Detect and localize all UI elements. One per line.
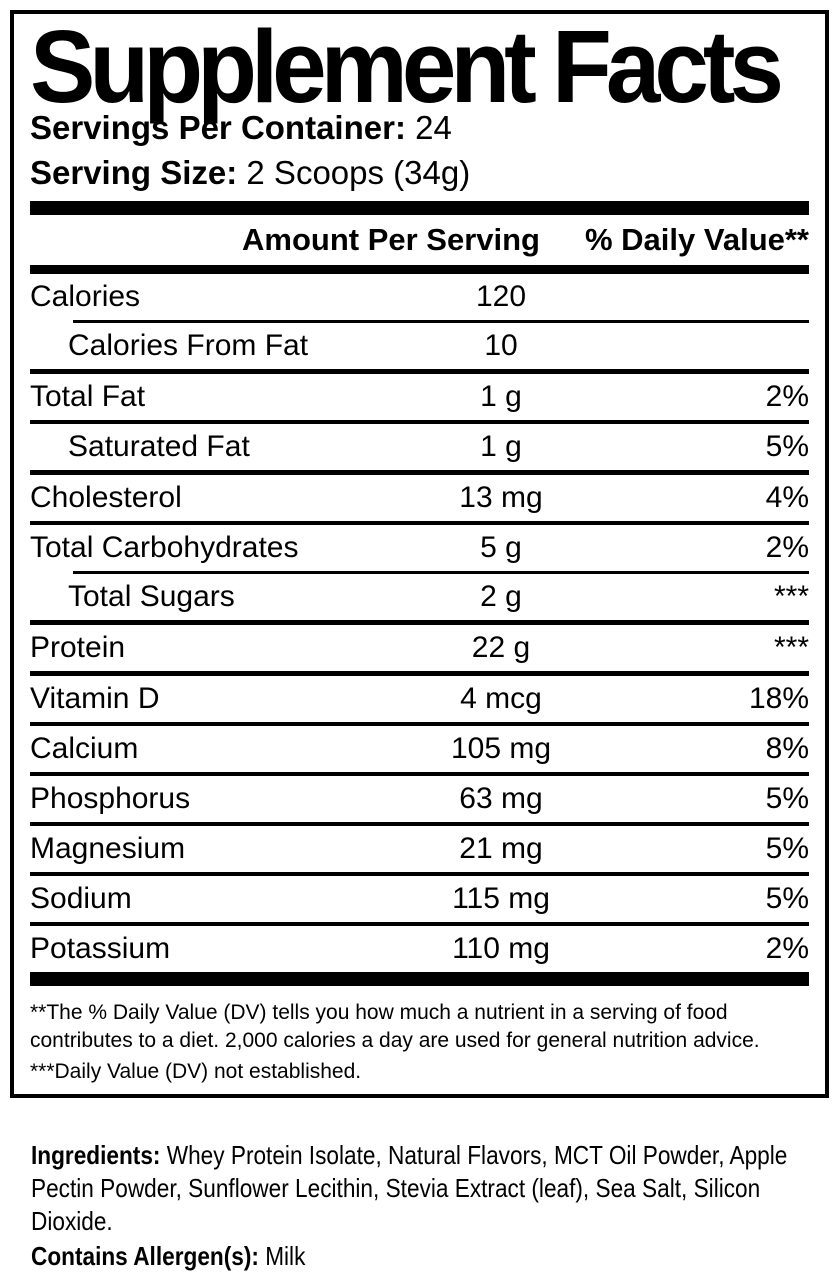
footnotes: **The % Daily Value (DV) tells you how m… [30, 999, 809, 1086]
table-row: Total Sugars 2 g *** [30, 574, 809, 620]
nutrient-amount: 105 mg [450, 732, 552, 765]
allergen-label: Contains Allergen(s): [31, 1241, 259, 1271]
table-row: Phosphorus 63 mg 5% [30, 776, 809, 822]
table-row: Calories From Fat 10 [30, 323, 809, 369]
table-row: Magnesium 21 mg 5% [30, 826, 809, 872]
ingredients-text: Whey Protein Isolate, Natural Flavors, M… [31, 1140, 788, 1236]
column-header-row: Amount Per Serving % Daily Value** [30, 215, 809, 265]
nutrient-amount: 2 g [480, 580, 522, 613]
nutrient-amount: 4 mcg [460, 682, 542, 715]
nutrient-name: Total Sugars [68, 580, 235, 613]
amount-per-serving-header: Amount Per Serving [242, 222, 540, 257]
nutrient-name: Calories From Fat [68, 329, 309, 362]
nutrient-dv: 2% [765, 932, 809, 965]
nutrient-name: Calcium [30, 732, 139, 765]
nutrient-table: Calories 120 Calories From Fat 10 Total Fat 1… [30, 274, 809, 972]
nutrient-name: Sodium [30, 882, 132, 915]
nutrient-amount: 63 mg [459, 782, 543, 815]
table-row: Calcium 105 mg 8% [30, 726, 809, 772]
nutrient-name: Phosphorus [30, 782, 191, 815]
nutrient-name: Protein [30, 631, 126, 664]
row-separator [30, 922, 809, 926]
row-separator [30, 620, 809, 625]
nutrient-dv: *** [773, 631, 809, 664]
nutrient-amount: 10 [484, 329, 518, 362]
nutrient-amount: 21 mg [459, 832, 543, 865]
row-separator [30, 822, 809, 826]
header-separator-bar [30, 201, 809, 215]
nutrient-amount: 120 [475, 280, 527, 313]
row-separator [30, 722, 809, 726]
nutrient-amount: 115 mg [452, 882, 550, 915]
ingredients-section: Ingredients: Whey Protein Isolate, Natur… [31, 1139, 817, 1273]
table-row: Cholesterol 13 mg 4% [30, 475, 809, 521]
nutrient-name: Vitamin D [30, 682, 160, 715]
table-row: Potassium 110 mg 2% [30, 926, 809, 972]
table-row: Vitamin D 4 mcg 18% [30, 676, 809, 722]
table-row: Saturated Fat 1 g 5% [30, 424, 809, 470]
nutrient-name: Calories [30, 280, 141, 313]
nutrient-amount: 5 g [480, 531, 522, 564]
nutrient-amount: 1 g [480, 430, 522, 463]
allergen-paragraph: Contains Allergen(s): Milk [31, 1240, 817, 1273]
panel-title: Supplement Facts [30, 8, 784, 124]
nutrient-dv: 5% [765, 832, 809, 865]
nutrient-name: Cholesterol [30, 481, 182, 514]
table-row: Protein 22 g *** [30, 625, 809, 671]
ingredients-paragraph: Ingredients: Whey Protein Isolate, Natur… [31, 1139, 817, 1238]
nutrient-amount: 110 mg [452, 932, 550, 965]
servings-per-container-line: Servings Per Container: 24 [30, 105, 809, 150]
nutrient-amount: 1 g [480, 380, 522, 413]
row-separator [30, 521, 809, 525]
serving-size-value: 2 Scoops (34g) [246, 154, 471, 191]
nutrient-dv: 5% [765, 782, 809, 815]
table-row: Calories 120 [30, 274, 809, 320]
ingredients-label: Ingredients: [31, 1140, 161, 1170]
nutrient-amount: 22 g [471, 631, 531, 664]
servings-per-container-label: Servings Per Container: [30, 109, 406, 146]
nutrient-name: Total Carbohydrates [30, 531, 299, 564]
supplement-facts-panel: Supplement Facts Servings Per Container:… [10, 10, 829, 1098]
table-row: Total Fat 1 g 2% [30, 374, 809, 420]
nutrient-name: Potassium [30, 932, 171, 965]
header-bottom-bar [30, 265, 809, 274]
nutrient-name: Saturated Fat [68, 430, 250, 463]
footnote-separator-bar [30, 972, 809, 986]
daily-value-header: % Daily Value** [584, 222, 809, 257]
nutrient-dv: 2% [765, 531, 809, 564]
nutrient-name: Magnesium [30, 832, 186, 865]
nutrient-dv: 4% [765, 481, 809, 514]
nutrient-dv: 18% [748, 682, 809, 715]
allergen-value: Milk [265, 1241, 306, 1271]
not-established-footnote: ***Daily Value (DV) not established. [30, 1060, 362, 1083]
table-row: Total Carbohydrates 5 g 2% [30, 525, 809, 571]
row-separator [30, 369, 809, 374]
nutrient-amount: 13 mg [459, 481, 543, 514]
nutrient-dv: *** [773, 580, 809, 613]
nutrient-dv: 2% [765, 380, 809, 413]
nutrient-dv: 5% [765, 882, 809, 915]
nutrient-dv: 5% [765, 430, 809, 463]
row-separator [30, 872, 809, 876]
table-row: Sodium 115 mg 5% [30, 876, 809, 922]
row-separator [30, 420, 809, 424]
row-separator [30, 671, 809, 676]
nutrient-name: Total Fat [30, 380, 146, 413]
serving-size-line: Serving Size: 2 Scoops (34g) [30, 150, 809, 195]
serving-size-label: Serving Size: [30, 154, 238, 191]
row-separator [73, 571, 809, 574]
row-separator [30, 772, 809, 776]
servings-per-container-value: 24 [415, 109, 452, 146]
row-separator [30, 470, 809, 475]
row-separator [73, 320, 809, 323]
daily-value-footnote: **The % Daily Value (DV) tells you how m… [30, 1001, 760, 1052]
nutrient-dv: 8% [765, 732, 809, 765]
